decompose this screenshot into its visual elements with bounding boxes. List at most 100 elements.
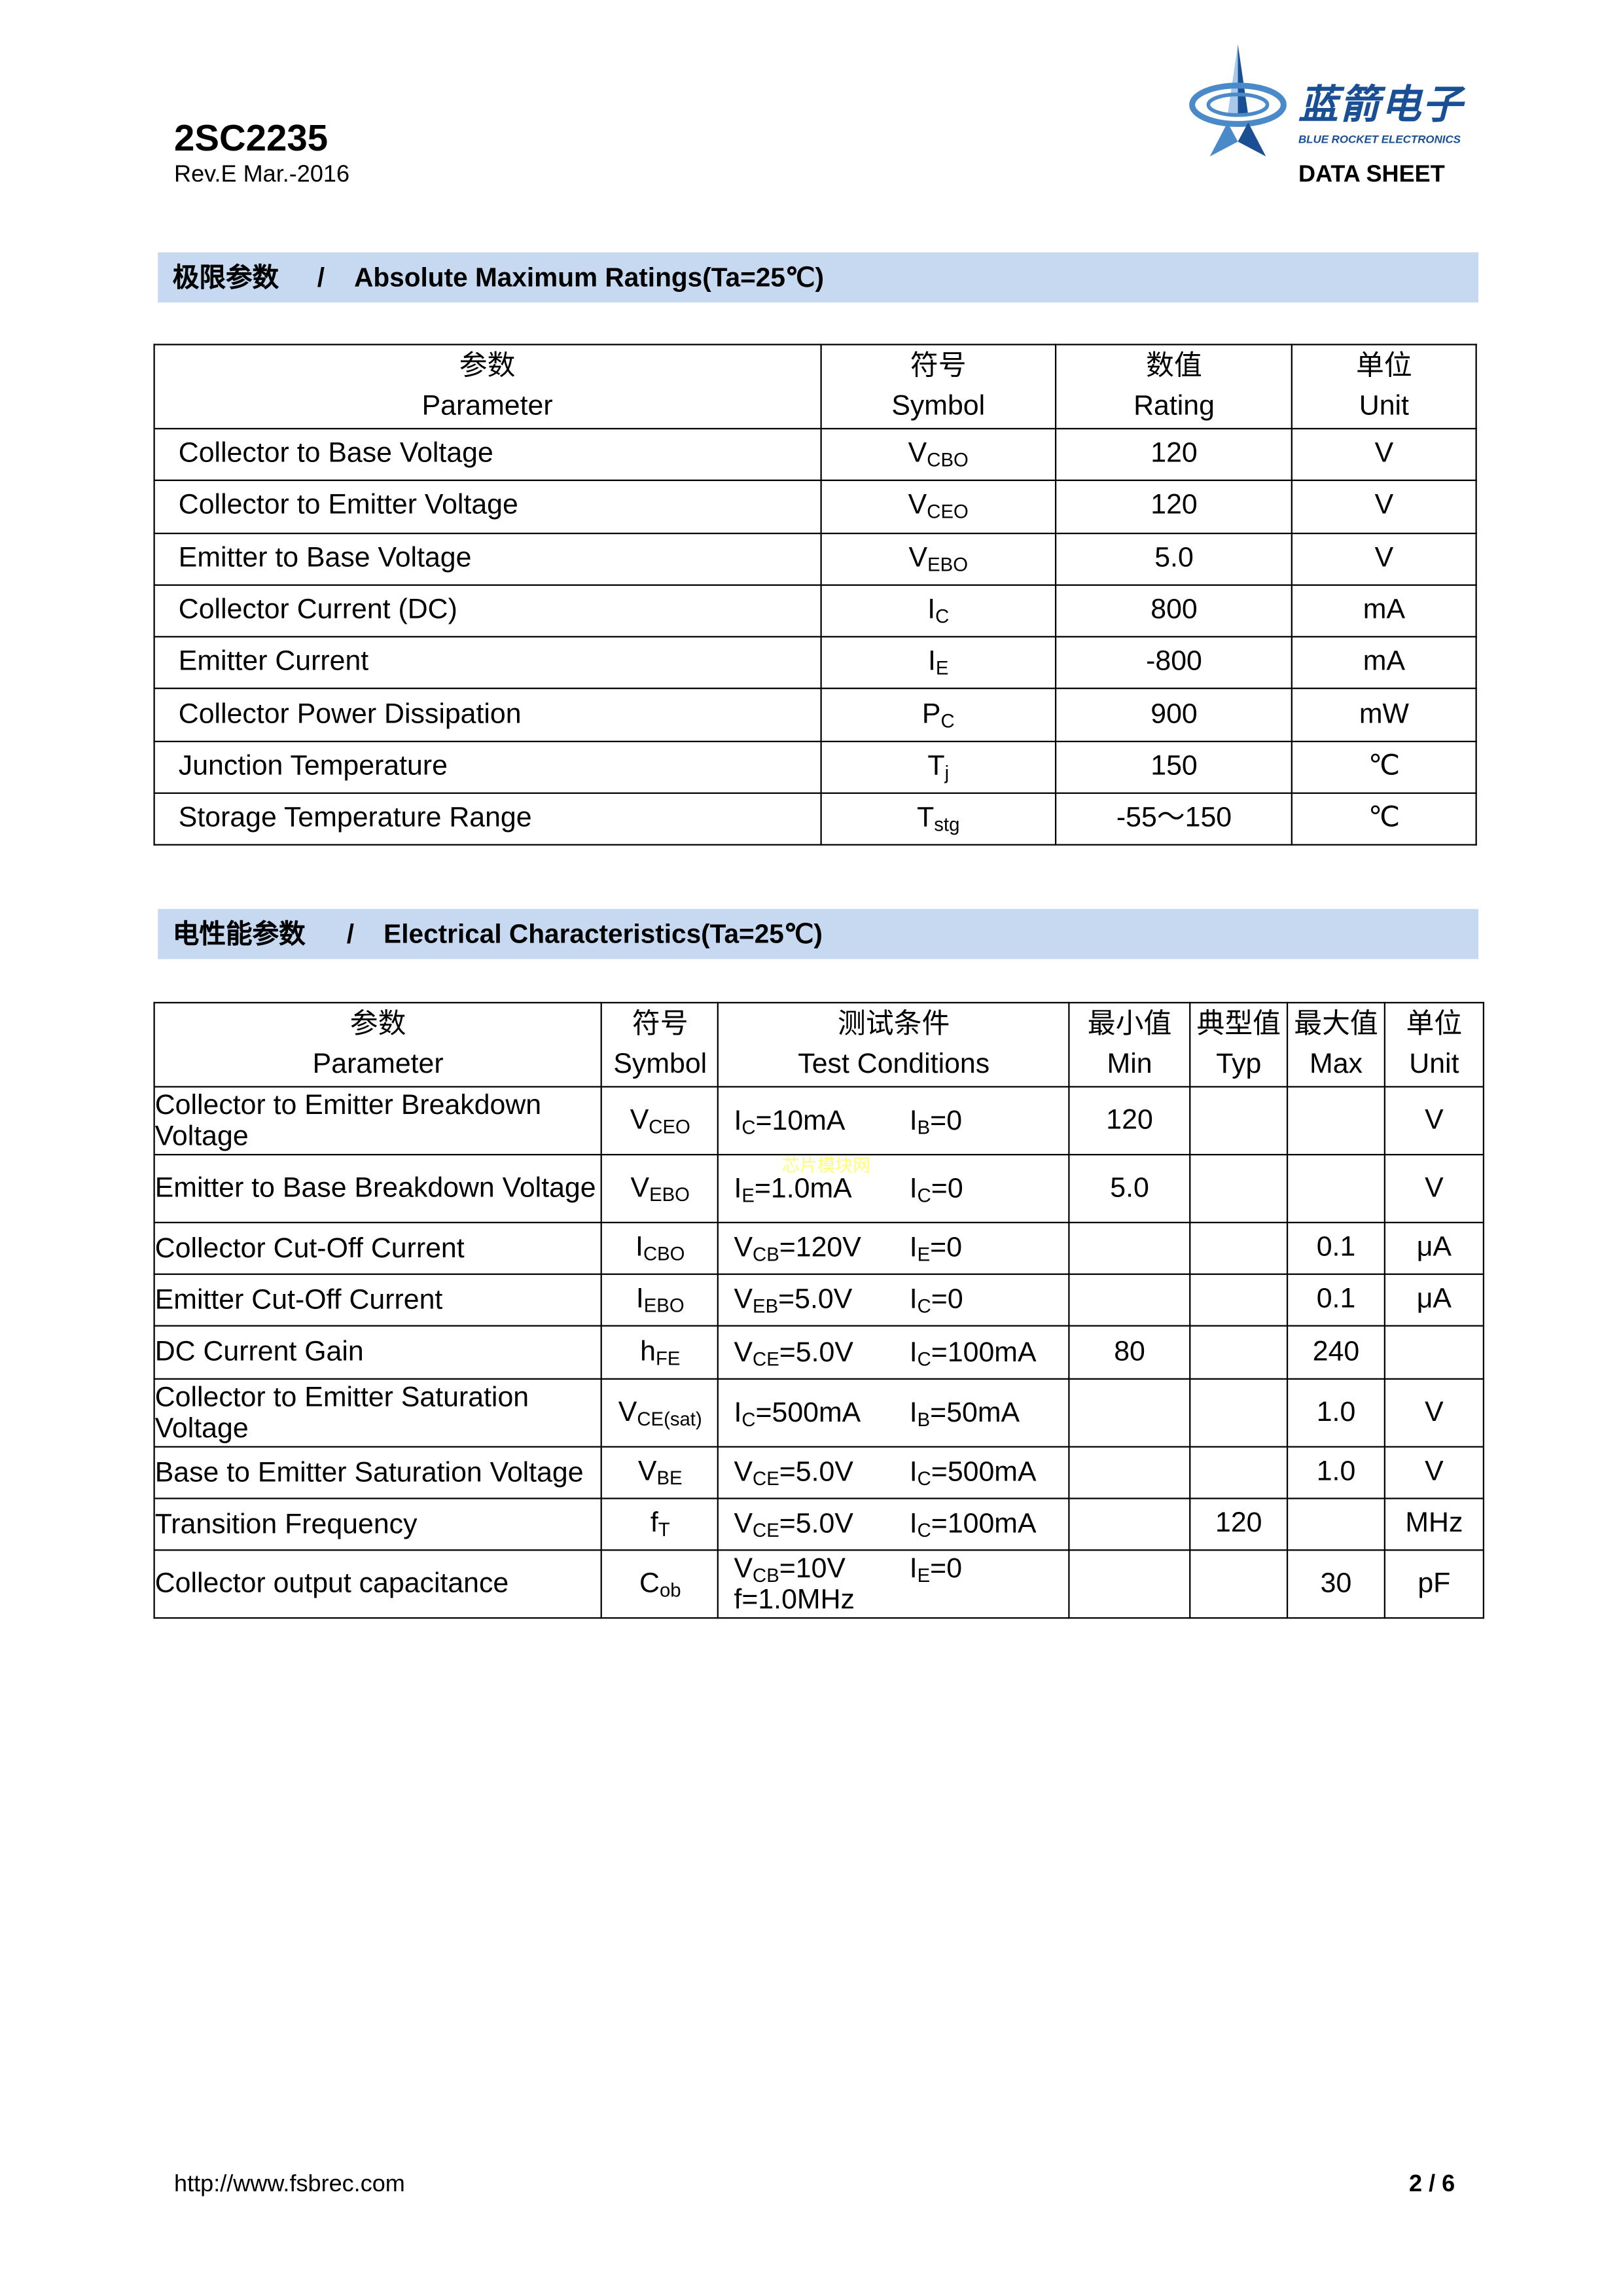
typ-cell: 120 bbox=[1189, 1498, 1289, 1551]
conditions-cell: IC=500mA IB=50mA bbox=[717, 1378, 1070, 1448]
condition-1: VCE=5.0V bbox=[734, 1337, 853, 1368]
conditions-cell: VCE=5.0V IC=100mA bbox=[717, 1498, 1070, 1551]
condition-value: =0 bbox=[930, 1232, 963, 1264]
min-cell bbox=[1068, 1549, 1191, 1619]
logo-text-cn: 蓝箭电子 bbox=[1298, 82, 1464, 127]
header-cn: 参数 bbox=[459, 351, 516, 382]
max-cell: 1.0 bbox=[1287, 1446, 1386, 1499]
condition-1: IE=1.0mA bbox=[734, 1173, 851, 1204]
symbol-main: T bbox=[917, 802, 935, 834]
unit-cell: MHz bbox=[1383, 1498, 1485, 1551]
symbol-sub: CBO bbox=[927, 448, 969, 471]
section-title-en: Electrical Characteristics(Ta=25℃) bbox=[383, 919, 823, 949]
unit-cell bbox=[1383, 1325, 1485, 1380]
condition-main: V bbox=[734, 1509, 753, 1540]
symbol-main: I bbox=[635, 1283, 644, 1315]
column-header: 最大值 Max bbox=[1287, 1001, 1386, 1088]
conditions-cell: VCE=5.0V IC=100mA bbox=[717, 1325, 1070, 1380]
parameter-cell: Collector to Base Voltage bbox=[153, 427, 821, 482]
symbol-cell: VBE bbox=[601, 1446, 719, 1499]
doc-type: DATA SHEET bbox=[1298, 162, 1445, 188]
website-link[interactable]: http://www.fsbrec.com bbox=[174, 2172, 405, 2197]
unit-cell: V bbox=[1291, 480, 1477, 534]
condition-value: =100mA bbox=[931, 1336, 1037, 1368]
unit-cell: pF bbox=[1383, 1549, 1485, 1619]
parameter-cell: Collector Cut-Off Current bbox=[153, 1221, 603, 1275]
absolute-max-ratings-table: 参数 Parameter 符号 Symbol 数值 Rating 单位 Unit Collec… bbox=[153, 344, 1477, 846]
condition-value: =50mA bbox=[930, 1397, 1020, 1429]
symbol-sub: ob bbox=[659, 1578, 681, 1601]
condition-main: V bbox=[734, 1336, 753, 1368]
rating-cell: -55～150 bbox=[1055, 792, 1293, 846]
parameter-cell: Collector to Emitter Voltage bbox=[153, 480, 821, 534]
section-bar-electrical: 电性能参数 / Electrical Characteristics(Ta=25… bbox=[158, 908, 1479, 960]
symbol-cell: PC bbox=[819, 688, 1057, 742]
symbol-sub: CBO bbox=[643, 1242, 685, 1265]
condition-sub: C bbox=[917, 1467, 931, 1490]
part-number: 2SC2235 bbox=[174, 118, 329, 160]
condition-main: V bbox=[734, 1232, 753, 1264]
conditions-cell: VEB=5.0V IC=0 bbox=[717, 1273, 1070, 1327]
condition-sub: CE bbox=[753, 1347, 779, 1370]
header-cn: 符号 bbox=[910, 351, 967, 382]
symbol-sub: CEO bbox=[649, 1115, 690, 1138]
section-title-en: Absolute Maximum Ratings(Ta=25℃) bbox=[354, 262, 824, 293]
rating-cell: -800 bbox=[1055, 636, 1293, 690]
table-row: Collector to Base Voltage VCBO 120 V bbox=[153, 427, 1477, 482]
symbol-sub: stg bbox=[934, 813, 960, 836]
condition-main: I bbox=[909, 1232, 918, 1264]
condition-sub: C bbox=[917, 1347, 931, 1370]
condition-main: I bbox=[909, 1105, 918, 1136]
header-cn: 单位 bbox=[1356, 351, 1412, 382]
symbol-main: V bbox=[908, 438, 927, 470]
max-cell: 0.1 bbox=[1287, 1273, 1386, 1327]
table-row: Collector Power Dissipation PC 900 mW bbox=[153, 688, 1477, 742]
condition-value: =5.0V bbox=[779, 1457, 853, 1488]
logo-text-en: BLUE ROCKET ELECTRONICS bbox=[1298, 132, 1461, 147]
symbol-cell: VCEO bbox=[819, 480, 1057, 534]
condition-main: I bbox=[909, 1336, 918, 1368]
condition-main: I bbox=[909, 1553, 918, 1585]
symbol-main: C bbox=[639, 1568, 660, 1599]
symbol-main: I bbox=[927, 594, 936, 626]
condition-extra: f=1.0MHz bbox=[734, 1585, 855, 1616]
condition-main: I bbox=[909, 1284, 918, 1316]
typ-cell bbox=[1189, 1446, 1289, 1499]
condition-sub: C bbox=[917, 1183, 931, 1206]
condition-sub: CE bbox=[753, 1467, 779, 1490]
unit-cell: μA bbox=[1383, 1273, 1485, 1327]
condition-main: V bbox=[734, 1553, 753, 1585]
condition-1: IC=500mA bbox=[734, 1397, 861, 1428]
header-en: Unit bbox=[1359, 391, 1409, 422]
table-row: Emitter to Base Breakdown Voltage VEBO I… bbox=[153, 1154, 1485, 1223]
condition-value: =0 bbox=[931, 1173, 963, 1204]
condition-main: V bbox=[734, 1284, 753, 1316]
condition-2: IC=100mA bbox=[910, 1337, 1037, 1368]
column-header: 单位 Unit bbox=[1383, 1001, 1485, 1088]
unit-cell: V bbox=[1383, 1086, 1485, 1156]
symbol-sub: T bbox=[658, 1518, 670, 1541]
conditions-cell: IC=10mA IB=0 bbox=[717, 1086, 1070, 1156]
symbol-sub: EBO bbox=[927, 552, 969, 575]
symbol-main: I bbox=[635, 1232, 643, 1263]
typ-cell bbox=[1189, 1154, 1289, 1223]
parameter-cell: Emitter to Base Voltage bbox=[153, 531, 821, 586]
header-en: Min bbox=[1107, 1049, 1152, 1081]
header-cn: 典型值 bbox=[1196, 1009, 1281, 1041]
unit-cell: V bbox=[1383, 1446, 1485, 1499]
table-row: Collector to Emitter Saturation Voltage … bbox=[153, 1378, 1485, 1448]
symbol-main: V bbox=[630, 1172, 650, 1204]
rating-cell: 900 bbox=[1055, 688, 1293, 742]
table-row: Collector to Emitter Breakdown Voltage V… bbox=[153, 1086, 1485, 1156]
typ-cell bbox=[1189, 1273, 1289, 1327]
conditions-cell: VCB=10V IE=0 f=1.0MHz bbox=[717, 1549, 1070, 1619]
min-cell bbox=[1068, 1378, 1191, 1448]
table-row: Emitter Cut-Off Current IEBO VEB=5.0V IC=… bbox=[153, 1273, 1485, 1327]
condition-2: IE=0 bbox=[910, 1554, 962, 1585]
column-header: 数值 Rating bbox=[1055, 344, 1293, 430]
symbol-sub: EBO bbox=[643, 1294, 685, 1317]
table-row: DC Current Gain hFE VCE=5.0V IC=100mA 80 … bbox=[153, 1325, 1485, 1380]
header-cn: 符号 bbox=[632, 1009, 688, 1041]
table-header-row: 参数 Parameter 符号 Symbol 数值 Rating 单位 Unit bbox=[153, 344, 1477, 430]
